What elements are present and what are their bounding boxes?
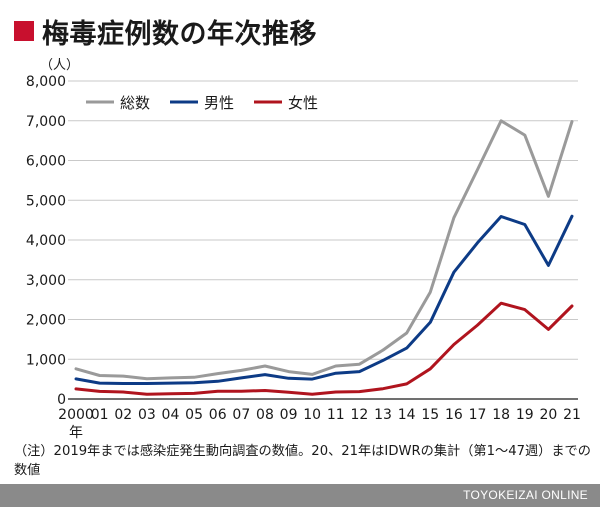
y-tick-label-0: 0	[57, 392, 66, 408]
title-bar: 梅毒症例数の年次推移	[14, 14, 317, 50]
x-tick-label-07: 07	[232, 407, 250, 423]
x-tick-label-08: 08	[256, 407, 274, 423]
x-tick-label-11: 11	[327, 407, 345, 423]
x-tick-label-2000: 2000	[58, 407, 94, 423]
y-tick-label-1000: 1,000	[26, 352, 66, 368]
legend-label-0: 総数	[120, 94, 150, 112]
series-line-0	[74, 119, 574, 381]
y-tick-label-2000: 2,000	[26, 313, 66, 329]
x-tick-label-16: 16	[445, 407, 463, 423]
x-tick-label-13: 13	[374, 407, 392, 423]
x-tick-label-04: 04	[162, 407, 180, 423]
x-tick-label-10: 10	[303, 407, 321, 423]
x-tick-label-18: 18	[492, 407, 510, 423]
chart-title: 梅毒症例数の年次推移	[42, 18, 317, 50]
x-tick-label-01: 01	[91, 407, 109, 423]
y-tick-label-8000: 8,000	[26, 74, 66, 90]
y-tick-label-6000: 6,000	[26, 154, 66, 170]
footer-bar: TOYOKEIZAI ONLINE	[0, 484, 600, 507]
chart-note: （注）2019年までは感染症発生動向調査の数値。20、21年はIDWRの集計（第…	[14, 444, 591, 478]
y-unit-label: （人）	[40, 58, 79, 73]
x-tick-label-17: 17	[469, 407, 487, 423]
x-tick-label-12: 12	[351, 407, 369, 423]
y-tick-label-4000: 4,000	[26, 233, 66, 249]
x-tick-label-09: 09	[280, 407, 298, 423]
x-tick-label-21: 21	[563, 407, 581, 423]
title-marker	[14, 21, 34, 41]
x-tick-label-19: 19	[516, 407, 534, 423]
y-tick-label-7000: 7,000	[26, 114, 66, 130]
x-year-suffix: 年	[69, 425, 83, 441]
x-tick-label-15: 15	[421, 407, 439, 423]
legend-label-1: 男性	[204, 94, 234, 112]
legend-label-2: 女性	[288, 94, 318, 112]
footer-brand: TOYOKEIZAI ONLINE	[463, 488, 588, 502]
x-tick-label-06: 06	[209, 407, 227, 423]
x-tick-label-14: 14	[398, 407, 416, 423]
y-tick-label-3000: 3,000	[26, 273, 66, 289]
y-tick-label-5000: 5,000	[26, 193, 66, 209]
line-chart: 0 1,000 2,000 3,000 4,000 5,000 6,000 7,000 8,00…	[26, 58, 581, 441]
x-tick-label-03: 03	[138, 407, 156, 423]
series-line-1	[74, 214, 574, 385]
x-tick-label-20: 20	[539, 407, 557, 423]
x-tick-label-05: 05	[185, 407, 203, 423]
series-line-2	[74, 301, 574, 396]
x-tick-label-02: 02	[114, 407, 132, 423]
